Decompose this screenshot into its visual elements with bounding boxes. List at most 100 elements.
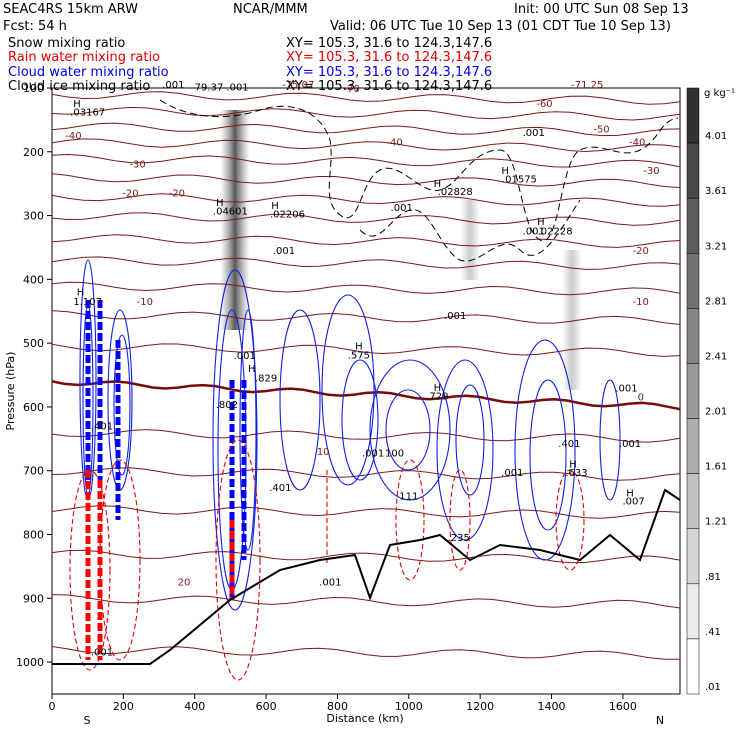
colorbar-swatch — [686, 583, 700, 640]
colorbar-label: 4.01 — [705, 131, 727, 142]
rain-contours — [69, 439, 585, 681]
legend-cloudwater-label: Cloud water mixing ratio — [8, 65, 169, 80]
valid-time: Valid: 06 UTC Tue 10 Sep 13 (01 CDT Tue … — [330, 19, 671, 34]
isotherm — [52, 138, 680, 153]
cloud-water-core — [85, 300, 247, 600]
south-label: S — [84, 714, 91, 727]
x-tick-label: 1200 — [466, 700, 494, 713]
contour-label: 111 — [399, 491, 418, 502]
contour-label: .01575 — [502, 174, 537, 185]
isotherm — [52, 646, 680, 660]
rain-core — [85, 470, 235, 660]
legend-rain-label: Rain water mixing ratio — [8, 50, 161, 65]
contour-label: H — [248, 364, 256, 375]
colorbar-label: .41 — [705, 627, 721, 638]
plot-frame — [51, 87, 681, 695]
isotherm-label: -71.25 — [571, 80, 603, 91]
isotherm — [52, 234, 680, 248]
isotherm-label: -70 — [344, 84, 360, 95]
terrain-line — [52, 488, 680, 665]
x-tick-label: 600 — [256, 700, 277, 713]
colorbar-label: 3.21 — [705, 241, 727, 252]
colorbar-unit: g kg⁻¹ — [704, 88, 735, 99]
isotherm-label: 0 — [638, 393, 644, 404]
contour-label: .001 — [91, 648, 113, 659]
snow-shading — [562, 250, 582, 390]
x-tick-label: 1400 — [538, 700, 566, 713]
contour-label: .001 — [523, 227, 545, 238]
contour-label: H — [434, 383, 442, 394]
contour-label: .829 — [255, 373, 277, 384]
isotherm-label: -20 — [169, 188, 185, 199]
isotherm — [52, 212, 680, 226]
isotherm-label: -30 — [643, 166, 659, 177]
x-tick-label: 0 — [49, 700, 56, 713]
snow-shading — [220, 110, 250, 330]
y-tick-label: 400 — [23, 273, 44, 286]
contour-label: H — [537, 217, 545, 228]
y-tick-label: 300 — [23, 210, 44, 223]
colorbar-swatch — [686, 142, 700, 199]
isotherm-label: -20 — [122, 188, 138, 199]
colorbar-label: 2.01 — [705, 407, 727, 418]
y-tick-label: 200 — [23, 146, 44, 159]
legend-snow-label: Snow mixing ratio — [8, 36, 126, 51]
contour-label: .007 — [622, 497, 644, 508]
isotherm-label: -60 — [536, 99, 552, 110]
legend-cloudwater-xy: XY= 105.3, 31.6 to 124.3,147.6 — [286, 65, 493, 80]
isotherm-label: -10 — [633, 297, 649, 308]
contour-label: H — [569, 460, 577, 471]
contour-label: .001 — [391, 203, 413, 214]
isotherm — [52, 505, 680, 519]
contour-label: .001 — [444, 311, 466, 322]
colorbar-label: 3.61 — [705, 186, 727, 197]
isotherm-label: -40 — [386, 137, 402, 148]
cloud-ice-contour — [159, 99, 679, 242]
legend-snow-xy: XY= 105.3, 31.6 to 124.3,147.6 — [286, 36, 493, 51]
colorbar-swatch — [686, 528, 700, 585]
isotherm — [52, 310, 680, 325]
contour-label: H — [355, 342, 363, 353]
isotherm — [52, 173, 680, 188]
contour-label: .802 — [216, 400, 238, 411]
contour-label: .001 — [162, 80, 184, 91]
isotherm-label: -40 — [65, 131, 81, 142]
contour-label: .401 — [269, 483, 291, 494]
isotherm-label: -10 — [137, 297, 153, 308]
y-tick-label: 700 — [23, 465, 44, 478]
contour-label: .03167 — [70, 107, 105, 118]
contour-label: .02206 — [270, 209, 305, 220]
x-tick-label: 800 — [327, 700, 348, 713]
contour-label: H — [626, 488, 634, 499]
colorbar-swatch — [686, 363, 700, 419]
contour-label: .633 — [565, 468, 587, 479]
isotherm-lines — [52, 91, 680, 660]
contour-label: .001 — [523, 128, 545, 139]
zero-degree-isotherm — [52, 380, 680, 411]
y-tick-label: 1000 — [16, 656, 44, 669]
isotherm — [52, 106, 680, 121]
contour-label: 1.107 — [73, 297, 102, 308]
contour-label: .401 — [558, 439, 580, 450]
isotherm — [52, 153, 680, 168]
colorbar-label: 1.61 — [705, 462, 727, 473]
legend-cloudice-xy: XY= 105.3, 31.6 to 124.3,147.6 — [286, 79, 493, 94]
contour-label: .001 — [273, 246, 295, 257]
contour-label: H — [73, 99, 81, 110]
isotherm — [52, 429, 680, 443]
contour-label: 79.37 — [195, 83, 224, 94]
y-tick-label: 900 — [23, 592, 44, 605]
contour-label: .02228 — [538, 227, 573, 238]
y-axis-label: Pressure (hPa) — [4, 352, 17, 431]
contour-label: .401 — [91, 421, 113, 432]
contour-label: .001 — [615, 384, 637, 395]
cloud-ice-contour — [359, 199, 581, 262]
contour-label: .001 — [501, 468, 523, 479]
y-tick-label: 800 — [23, 529, 44, 542]
contour-label: .729 — [426, 391, 448, 402]
legend-cloudice-label: Cloud ice mixing ratio — [8, 79, 151, 94]
isotherm — [52, 343, 680, 357]
colorbar: 4.01 3.61 3.21 2.81 2.41 2.01 1.61 1.21 .81 .41 .0… — [686, 87, 727, 695]
x-tick-label: 1600 — [609, 700, 637, 713]
isotherm — [52, 122, 680, 137]
